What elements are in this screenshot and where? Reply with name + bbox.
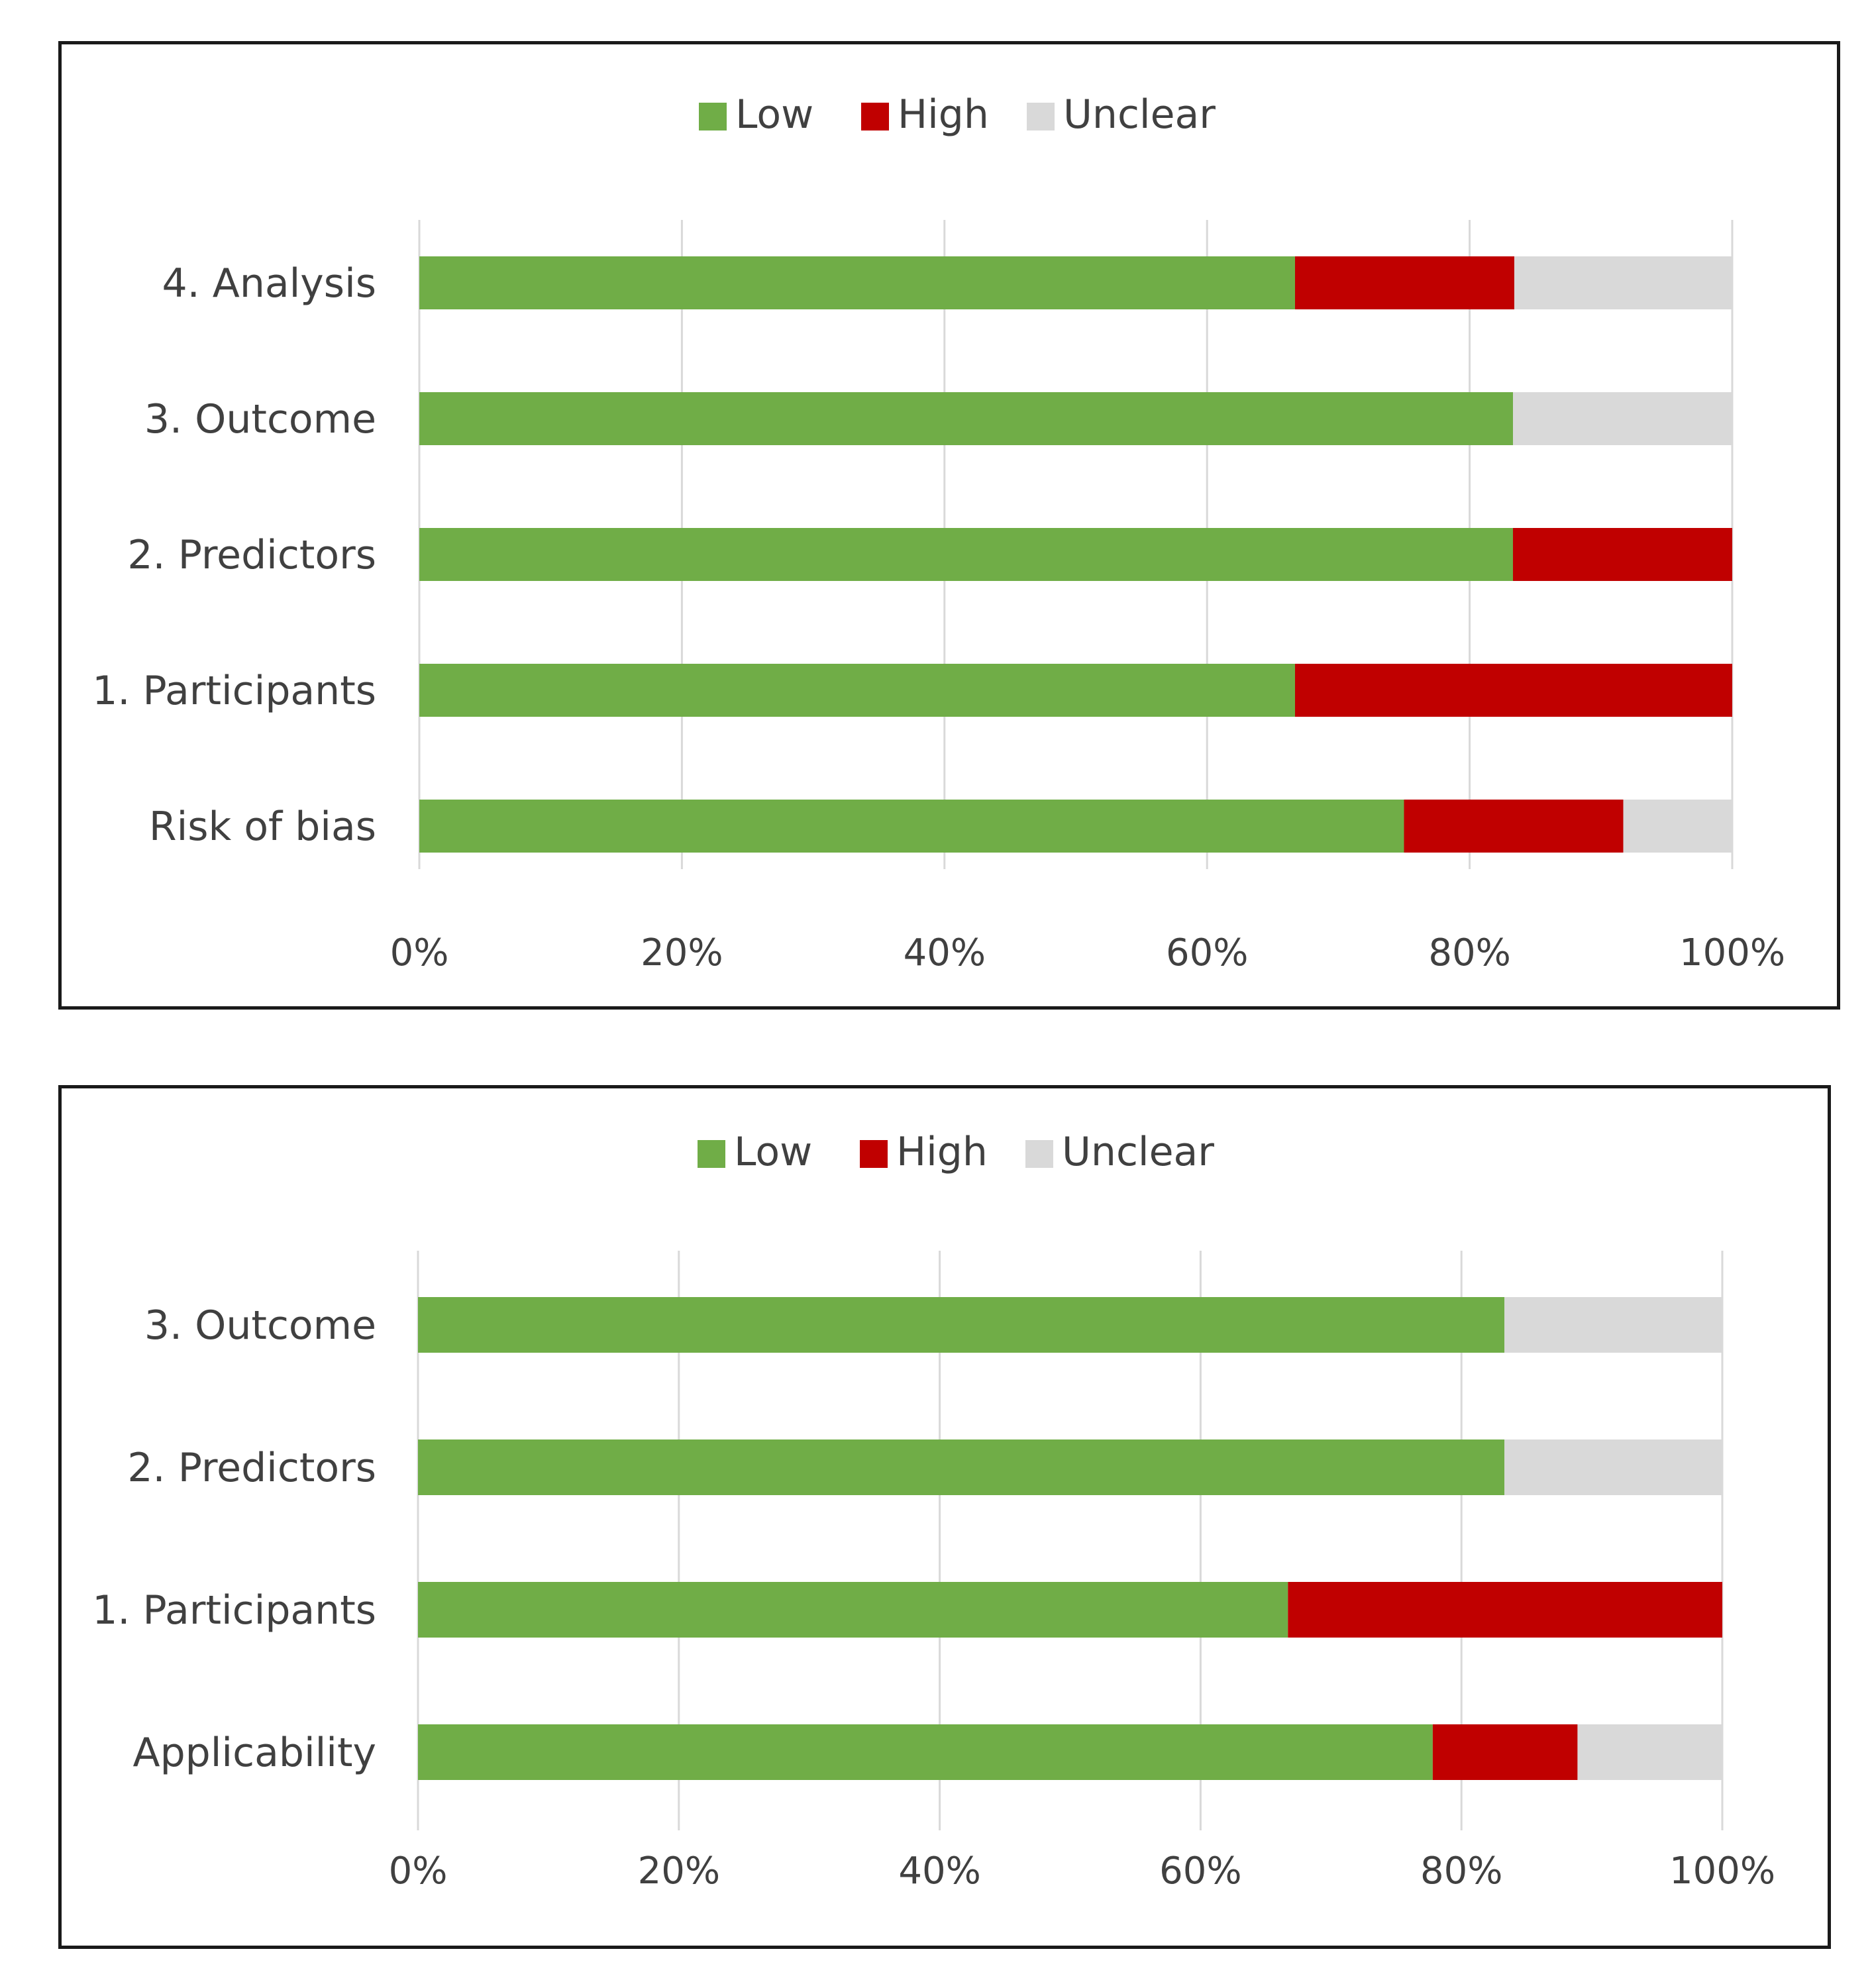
x-tick-label: 100% xyxy=(1679,931,1785,974)
bar-segment-low xyxy=(418,1439,1505,1495)
bar-row-1-participants xyxy=(418,1582,1722,1638)
bar-segment-low xyxy=(419,664,1295,717)
bar-segment-unclear xyxy=(1504,1297,1722,1353)
bar-segment-low xyxy=(419,528,1514,581)
x-tick-label: 60% xyxy=(1166,931,1248,974)
category-label: Applicability xyxy=(133,1730,376,1776)
bar-segment-high xyxy=(1294,664,1732,717)
bar-row-3-outcome xyxy=(419,392,1732,445)
bar-segment-low xyxy=(418,1724,1433,1780)
bar-segment-unclear xyxy=(1623,800,1732,853)
bar-segment-high xyxy=(1288,1582,1722,1638)
category-label: 3. Outcome xyxy=(144,396,376,443)
legend-label-unclear: Unclear xyxy=(1062,1129,1214,1175)
legend: Low High Unclear xyxy=(698,1129,1214,1175)
bar-row-2-predictors xyxy=(419,528,1732,581)
bar-row-2-predictors xyxy=(418,1439,1722,1495)
applicability-chart-panel: Low High Unclear 0% 20% 40% 60% 80% 100% 3. Outco… xyxy=(58,1085,1831,1949)
risk-of-bias-chart-panel: Low High Unclear 0% 20% 40% 60% 80% 100% 4. Analy… xyxy=(58,41,1840,1010)
legend-label-low: Low xyxy=(735,91,813,138)
bar-segment-low xyxy=(418,1297,1505,1353)
legend-swatch-high xyxy=(860,1140,888,1168)
risk-of-bias-chart: Low High Unclear 0% 20% 40% 60% 80% 100% 4. Analy… xyxy=(92,91,1785,974)
bar-segment-high xyxy=(1513,528,1732,581)
category-label: 1. Participants xyxy=(92,1587,376,1634)
category-label: 2. Predictors xyxy=(127,532,376,578)
legend-swatch-low xyxy=(699,103,727,131)
bar-segment-unclear xyxy=(1514,256,1732,309)
x-tick-label: 20% xyxy=(638,1850,720,1893)
bar-row-risk-of-bias xyxy=(419,800,1732,853)
x-tick-label: 0% xyxy=(390,931,449,974)
legend-swatch-unclear xyxy=(1025,1140,1053,1168)
legend-label-high: High xyxy=(896,1129,988,1175)
legend-swatch-high xyxy=(861,103,889,131)
bar-row-applicability xyxy=(418,1724,1722,1780)
x-tick-label: 40% xyxy=(898,1850,980,1893)
bar-segment-low xyxy=(419,392,1514,445)
bar-segment-unclear xyxy=(1513,392,1732,445)
bar-segment-low xyxy=(419,800,1404,853)
legend-label-unclear: Unclear xyxy=(1063,91,1216,138)
x-tick-label: 100% xyxy=(1669,1850,1775,1893)
category-label: 3. Outcome xyxy=(144,1302,376,1349)
x-tick-label: 0% xyxy=(389,1850,448,1893)
legend-label-low: Low xyxy=(734,1129,812,1175)
bar-segment-high xyxy=(1404,800,1624,853)
bar-segment-high xyxy=(1294,256,1514,309)
category-label: 4. Analysis xyxy=(162,260,376,307)
bar-segment-low xyxy=(419,256,1295,309)
bar-segment-low xyxy=(418,1582,1288,1638)
legend-swatch-low xyxy=(698,1140,725,1168)
category-label: 2. Predictors xyxy=(127,1445,376,1491)
legend-label-high: High xyxy=(898,91,989,138)
x-tick-label: 20% xyxy=(641,931,723,974)
bar-segment-unclear xyxy=(1504,1439,1722,1495)
bar-row-3-outcome xyxy=(418,1297,1722,1353)
bar-row-4-analysis xyxy=(419,256,1732,309)
x-tick-label: 40% xyxy=(904,931,986,974)
applicability-chart: Low High Unclear 0% 20% 40% 60% 80% 100% 3. Outco… xyxy=(92,1129,1775,1893)
legend: Low High Unclear xyxy=(699,91,1216,138)
legend-swatch-unclear xyxy=(1027,103,1055,131)
category-label: Risk of bias xyxy=(149,804,376,850)
category-label: 1. Participants xyxy=(92,668,376,714)
bar-segment-high xyxy=(1432,1724,1578,1780)
x-tick-label: 60% xyxy=(1159,1850,1241,1893)
x-tick-label: 80% xyxy=(1428,931,1510,974)
x-tick-label: 80% xyxy=(1420,1850,1502,1893)
bar-row-1-participants xyxy=(419,664,1732,717)
bar-segment-unclear xyxy=(1577,1724,1722,1780)
